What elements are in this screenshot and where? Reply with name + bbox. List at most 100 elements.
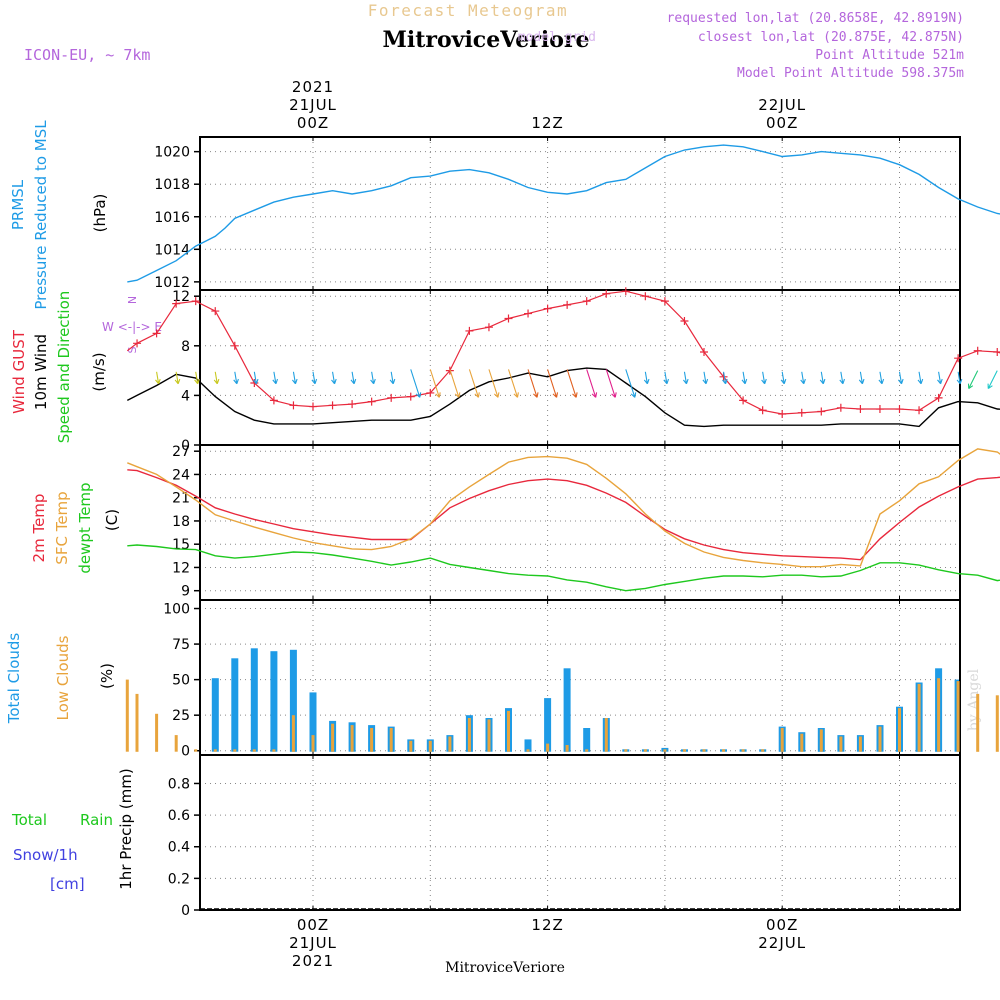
wind-gust-marker xyxy=(758,406,767,415)
wind-direction-arrow xyxy=(858,371,865,385)
low-cloud-bar xyxy=(858,736,862,752)
y-tick-label: 21 xyxy=(172,491,190,507)
low-cloud-bar xyxy=(995,695,999,752)
wind-direction-arrow xyxy=(429,369,441,398)
bottom-time-label: 22JUL xyxy=(758,934,806,952)
wind-direction-arrow xyxy=(682,371,689,385)
wind-unit: (m/s) xyxy=(90,352,108,391)
wind-direction-arrow xyxy=(987,370,998,390)
dewpoint-line xyxy=(127,544,1000,592)
low-cloud-bar xyxy=(741,749,745,752)
top-time-label: 12Z xyxy=(531,114,563,132)
low-cloud-bar xyxy=(272,749,276,752)
y-tick-label: 1014 xyxy=(154,242,190,258)
total-cloud-bar xyxy=(309,692,317,752)
wind-gust-marker xyxy=(621,287,630,296)
low-cloud-bar xyxy=(213,749,217,752)
low-cloud-bar xyxy=(155,713,159,752)
y-tick-label: 1012 xyxy=(154,275,190,291)
y-tick-label: 15 xyxy=(172,537,190,553)
wind-gust-marker xyxy=(875,405,884,414)
total-cloud-bar xyxy=(544,698,552,752)
wind-gust-marker xyxy=(348,400,357,409)
low-cloud-bar xyxy=(800,733,804,752)
y-tick-label: 25 xyxy=(172,708,190,724)
clouds-label: Low Clouds xyxy=(54,635,72,720)
low-cloud-bar xyxy=(643,749,647,752)
low-cloud-bar xyxy=(389,728,393,752)
panel-frame xyxy=(199,444,961,601)
wind-gust-marker xyxy=(973,346,982,355)
y-tick-label: 27 xyxy=(172,444,190,460)
wind-direction-arrow xyxy=(967,370,979,390)
low-cloud-bar xyxy=(331,723,335,752)
wind-gust-marker xyxy=(230,341,239,350)
wind-direction-arrow xyxy=(507,369,519,398)
precip-label: [cm] xyxy=(50,875,85,893)
low-cloud-bar xyxy=(819,729,823,752)
wind-direction-arrow xyxy=(252,371,259,385)
top-time-label: 2021 xyxy=(292,78,334,96)
wind-label: Wind GUST xyxy=(10,329,28,414)
y-tick-label: 0.8 xyxy=(168,776,190,792)
total-cloud-bar xyxy=(231,658,239,752)
y-tick-label: 4 xyxy=(181,388,190,404)
wind-direction-arrow xyxy=(839,371,846,385)
wind-gust-marker xyxy=(465,326,474,335)
low-cloud-bar xyxy=(585,749,589,752)
wind-direction-arrow xyxy=(194,371,200,385)
wind-gust-marker xyxy=(426,388,435,397)
wind-direction-arrow xyxy=(897,371,904,385)
wind-direction-arrow xyxy=(291,371,298,385)
low-cloud-bar xyxy=(467,718,471,752)
y-tick-label: 24 xyxy=(172,467,190,483)
model-grid-label: model grid xyxy=(518,30,596,45)
wind-gust-marker xyxy=(172,299,181,308)
wind-gust-marker xyxy=(289,401,298,410)
low-cloud-bar xyxy=(125,679,129,752)
panel-frame xyxy=(199,136,961,291)
wind-gust-marker xyxy=(484,323,493,332)
wind-gust-marker xyxy=(504,314,513,323)
y-tick-label: 0.4 xyxy=(168,840,190,856)
wind-direction-arrow xyxy=(566,369,578,398)
wind-direction-arrow xyxy=(722,371,728,385)
y-tick-label: 1016 xyxy=(154,210,190,226)
wind-label: Speed and Direction xyxy=(55,291,73,444)
low-cloud-bar xyxy=(761,749,765,752)
low-cloud-bar xyxy=(976,693,980,752)
compass-label: W <-|-> E xyxy=(102,320,162,334)
wind-direction-arrow xyxy=(488,369,500,398)
y-tick-label: 1020 xyxy=(154,145,190,161)
wind-direction-arrow xyxy=(741,371,748,385)
top-time-label: 22JUL xyxy=(758,96,806,114)
low-cloud-bar xyxy=(174,735,178,752)
wind-gust-marker xyxy=(778,410,787,418)
low-cloud-bar xyxy=(937,678,941,752)
wind-direction-arrow xyxy=(643,371,650,385)
low-cloud-bar xyxy=(898,708,901,752)
low-cloud-bar xyxy=(233,749,237,752)
wind-direction-arrow xyxy=(155,371,161,385)
low-cloud-bar xyxy=(624,749,628,752)
wind-gust-line xyxy=(126,290,1000,415)
y-tick-label: 100 xyxy=(163,602,190,618)
wind-gust-marker xyxy=(817,407,826,416)
y-tick-label: 0.6 xyxy=(168,808,190,824)
y-tick-label: 0 xyxy=(181,438,190,454)
y-tick-label: 12 xyxy=(172,560,190,576)
low-cloud-bar xyxy=(702,749,706,752)
point-altitude: Point Altitude 521m xyxy=(815,48,964,63)
temp-label: SFC Temp xyxy=(53,491,71,564)
compass-south: S xyxy=(126,346,139,353)
wind-direction-arrow xyxy=(547,369,559,398)
wind-gust-marker xyxy=(328,401,337,410)
low-cloud-bar xyxy=(370,728,374,752)
watermark: by Angel xyxy=(966,668,982,731)
wind-direction-arrow xyxy=(311,371,318,385)
precip-panel: 0 0.2 0.4 0.6 0.8 xyxy=(168,754,961,919)
compass-north: N xyxy=(126,296,139,304)
wind-gust-marker xyxy=(524,309,533,318)
